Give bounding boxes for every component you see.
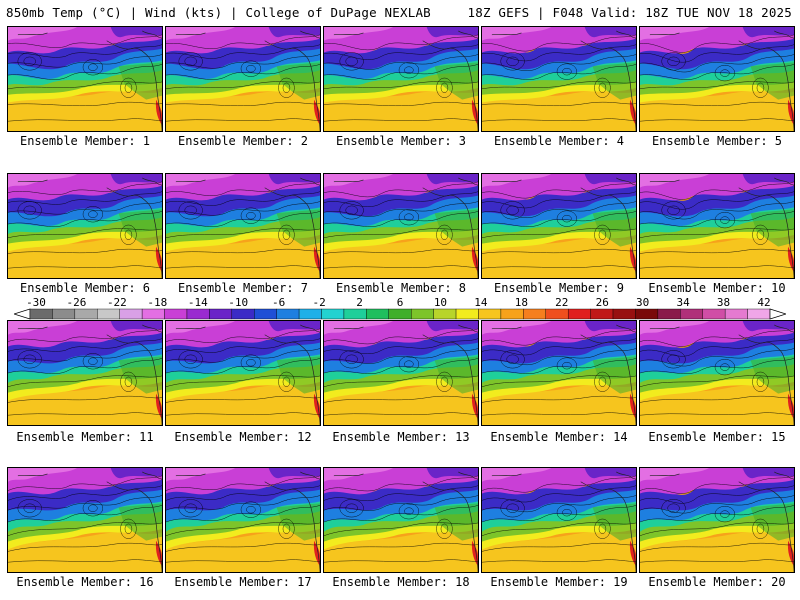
colorbar-swatch [657,308,681,320]
colorbar-tick-label: 14 [474,296,488,309]
colorbar-swatch [276,308,300,320]
colorbar-swatch [635,308,659,320]
colorbar-swatch [52,308,76,320]
colorbar-tick-label: 38 [716,296,731,309]
colorbar-swatch [231,308,255,320]
ensemble-member-caption: Ensemble Member: 12 [174,430,312,444]
colorbar-swatch [478,308,502,320]
colorbar-tick-label: 2 [356,296,363,309]
ensemble-member-caption: Ensemble Member: 16 [16,575,154,589]
ensemble-member-caption: Ensemble Member: 18 [332,575,470,589]
colorbar-swatch [343,308,367,320]
ensemble-member-caption: Ensemble Member: 20 [648,575,786,589]
colorbar-tick-label: -26 [66,296,87,309]
ensemble-member-map[interactable] [165,26,321,132]
ensemble-member-map[interactable] [7,26,163,132]
colorbar-swatch [590,308,614,320]
colorbar-swatch [724,308,748,320]
ensemble-member-caption: Ensemble Member: 7 [177,281,309,295]
ensemble-member-map[interactable] [165,467,321,573]
ensemble-member-caption: Ensemble Member: 19 [490,575,628,589]
colorbar-swatch [164,308,188,320]
colorbar-tick-label: 18 [514,296,528,309]
colorbar-swatch [186,308,210,320]
colorbar-tick-label: 34 [676,296,690,309]
colorbar-swatch [411,308,434,320]
map-title: 850mb Temp (°C) | Wind (kts) | College o… [6,5,431,20]
ensemble-member-caption: Ensemble Member: 3 [335,134,467,148]
temperature-colorbar [14,308,786,320]
ensemble-member-map[interactable] [481,467,637,573]
ensemble-member-map[interactable] [7,467,163,573]
colorbar-swatch [209,308,233,320]
colorbar-tick-label: 10 [433,296,448,309]
colorbar-tick-label: 6 [396,296,404,309]
colorbar-tick-label: -2 [312,296,326,309]
ensemble-member-caption: Ensemble Member: 9 [493,281,625,295]
ensemble-member-map[interactable] [165,173,321,279]
ensemble-member-caption: Ensemble Member: 11 [16,430,154,444]
ensemble-member-map[interactable] [323,467,479,573]
ensemble-member-caption: Ensemble Member: 5 [651,134,783,148]
colorbar-swatch [612,308,636,320]
colorbar-low-arrow [14,308,31,320]
colorbar-tick-label: 22 [555,296,569,309]
ensemble-member-map[interactable] [481,320,637,426]
ensemble-member-map[interactable] [165,320,321,426]
colorbar-swatch [567,308,591,320]
ensemble-member-map[interactable] [639,467,795,573]
colorbar-tick-label: 26 [595,296,609,309]
ensemble-member-caption: Ensemble Member: 15 [648,430,786,444]
colorbar-tick-label: -22 [106,296,127,309]
colorbar-swatch [321,308,345,320]
colorbar-swatch [500,308,524,320]
ensemble-member-caption: Ensemble Member: 17 [174,575,312,589]
ensemble-member-map[interactable] [7,320,163,426]
colorbar-swatch [366,308,389,320]
colorbar-tick-label: 42 [757,296,771,309]
valid-time-label: 18Z GEFS | F048 Valid: 18Z TUE NOV 18 20… [467,5,792,20]
colorbar-tick-label: -6 [272,296,286,309]
ensemble-member-map[interactable] [7,173,163,279]
ensemble-member-caption: Ensemble Member: 10 [648,281,786,295]
colorbar-swatch [388,308,412,320]
ensemble-member-map[interactable] [639,173,795,279]
ensemble-member-caption: Ensemble Member: 2 [177,134,309,148]
ensemble-member-caption: Ensemble Member: 8 [335,281,467,295]
colorbar-tick-label: -10 [228,296,249,309]
ensemble-member-map[interactable] [323,173,479,279]
colorbar-swatch [298,308,322,320]
ensemble-member-caption: Ensemble Member: 4 [493,134,625,148]
colorbar-swatch [29,308,53,320]
colorbar-swatch [545,308,569,320]
ensemble-member-caption: Ensemble Member: 13 [332,430,470,444]
colorbar-tick-label: -18 [147,296,168,309]
ensemble-member-map[interactable] [323,26,479,132]
ensemble-member-map[interactable] [323,320,479,426]
ensemble-member-map[interactable] [481,173,637,279]
colorbar-swatch [141,308,165,320]
colorbar-swatch [433,308,457,320]
colorbar-swatch [523,308,546,320]
colorbar-swatch [680,308,703,320]
colorbar-tick-label: -14 [187,296,208,309]
colorbar-swatch [747,308,771,320]
colorbar-swatch [455,308,479,320]
colorbar-high-arrow [769,308,786,320]
ensemble-member-map[interactable] [639,26,795,132]
ensemble-member-caption: Ensemble Member: 14 [490,430,628,444]
ensemble-member-map[interactable] [639,320,795,426]
ensemble-member-map[interactable] [481,26,637,132]
ensemble-member-caption: Ensemble Member: 6 [19,281,151,295]
colorbar-tick-label: -30 [26,296,46,309]
ensemble-member-caption: Ensemble Member: 1 [19,134,151,148]
colorbar-swatch [702,308,726,320]
colorbar-swatch [97,308,120,320]
colorbar-swatch [74,308,98,320]
colorbar-tick-label: 30 [636,296,650,309]
colorbar-swatch [119,308,143,320]
colorbar-swatch [254,308,277,320]
